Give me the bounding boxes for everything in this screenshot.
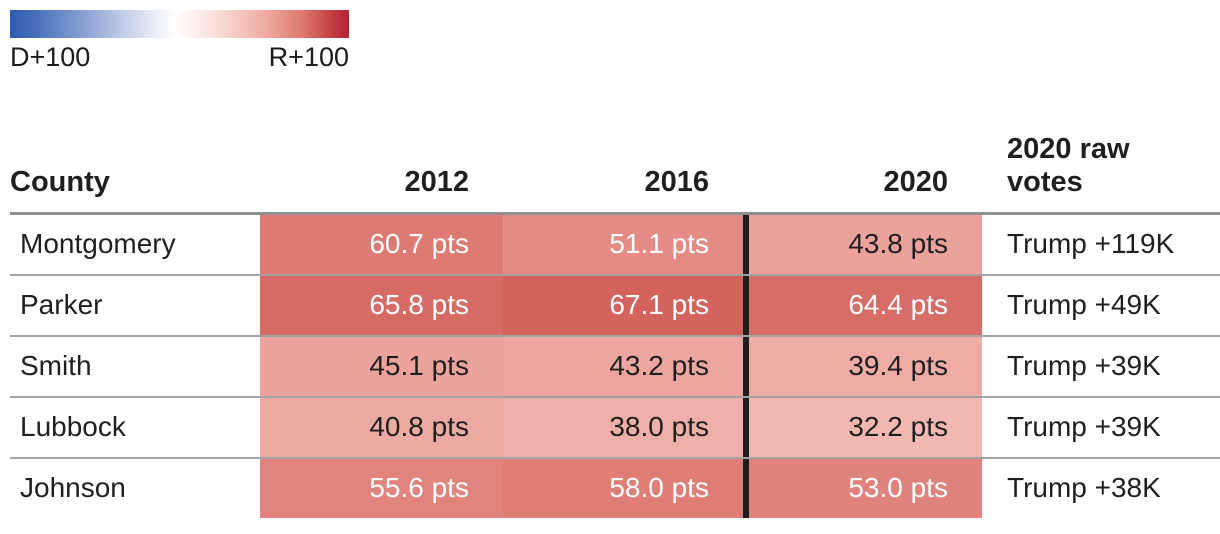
table-row: Smith 45.1 pts 43.2 pts 39.4 pts Trump +39K <box>10 336 1220 398</box>
table-body: Montgomery 60.7 pts 51.1 pts 43.8 pts Trump … <box>10 214 1220 518</box>
margin-cell-2020: 32.2 pts <box>743 397 982 457</box>
margin-cell-2012: 55.6 pts <box>260 458 503 518</box>
county-name-cell: Johnson <box>10 458 260 518</box>
table-row: Lubbock 40.8 pts 38.0 pts 32.2 pts Trump +39… <box>10 397 1220 459</box>
header-2020: 2020 <box>883 166 948 199</box>
header-county: County <box>10 166 110 199</box>
raw-votes-cell: Trump +119K <box>982 214 1220 274</box>
county-name-cell: Montgomery <box>10 214 260 274</box>
margin-cell-2020: 43.8 pts <box>743 214 982 274</box>
color-scale-legend: D+100 R+100 <box>10 10 349 73</box>
margin-cell-2012: 45.1 pts <box>260 336 503 396</box>
header-2012: 2012 <box>404 166 469 199</box>
table-row: Montgomery 60.7 pts 51.1 pts 43.8 pts Trump … <box>10 214 1220 276</box>
raw-votes-cell: Trump +49K <box>982 275 1220 335</box>
table-row: Parker 65.8 pts 67.1 pts 64.4 pts Trump +49K <box>10 275 1220 337</box>
county-name-cell: Lubbock <box>10 397 260 457</box>
margin-cell-2012: 65.8 pts <box>260 275 503 335</box>
margin-cell-2016: 58.0 pts <box>503 458 743 518</box>
margin-cell-2016: 38.0 pts <box>503 397 743 457</box>
margin-cell-2020: 64.4 pts <box>743 275 982 335</box>
diverging-gradient-bar <box>10 10 349 38</box>
legend-min-label: D+100 <box>10 42 91 72</box>
header-2020-raw-votes: 2020 raw votes <box>1007 133 1130 199</box>
county-margin-table: County 2012 2016 2020 2020 raw votes Mon… <box>10 125 1220 518</box>
table-header-row: County 2012 2016 2020 2020 raw votes <box>10 125 1220 215</box>
county-name-cell: Smith <box>10 336 260 396</box>
county-name-cell: Parker <box>10 275 260 335</box>
raw-votes-cell: Trump +39K <box>982 397 1220 457</box>
margin-cell-2016: 67.1 pts <box>503 275 743 335</box>
table-row: Johnson 55.6 pts 58.0 pts 53.0 pts Trump +38… <box>10 458 1220 518</box>
margin-cell-2016: 43.2 pts <box>503 336 743 396</box>
margin-cell-2016: 51.1 pts <box>503 214 743 274</box>
raw-votes-cell: Trump +39K <box>982 336 1220 396</box>
margin-cell-2012: 60.7 pts <box>260 214 503 274</box>
page: D+100 R+100 County 2012 2016 2020 2020 r… <box>10 10 1220 518</box>
header-2016: 2016 <box>644 166 709 199</box>
margin-cell-2020: 53.0 pts <box>743 458 982 518</box>
margin-cell-2020: 39.4 pts <box>743 336 982 396</box>
raw-votes-cell: Trump +38K <box>982 458 1220 518</box>
legend-labels: D+100 R+100 <box>10 42 349 73</box>
margin-cell-2012: 40.8 pts <box>260 397 503 457</box>
legend-max-label: R+100 <box>268 42 349 72</box>
